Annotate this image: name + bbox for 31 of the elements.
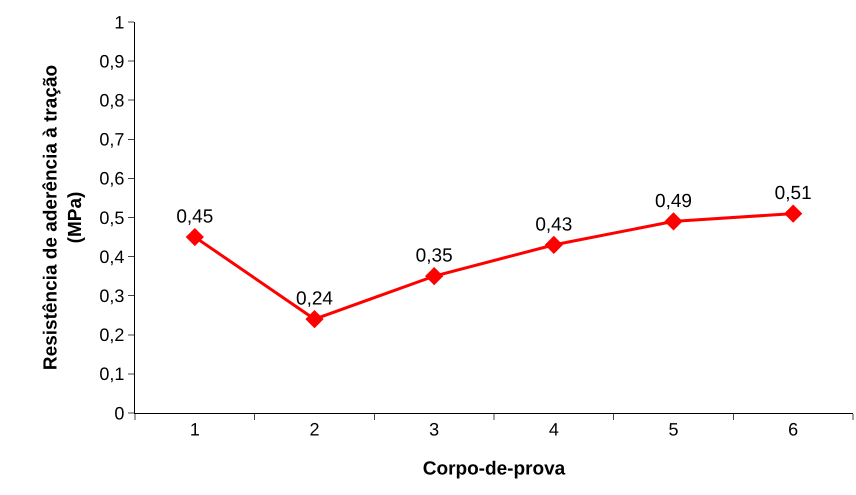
point bbox=[544, 236, 563, 254]
point bbox=[664, 212, 683, 231]
data-label: 0,24 bbox=[296, 288, 334, 310]
x-tick-label: 2 bbox=[309, 420, 320, 440]
point bbox=[425, 267, 444, 286]
x-tick-label: 4 bbox=[548, 420, 559, 440]
data-label: 0,43 bbox=[535, 214, 572, 236]
y-tick-label: 0 bbox=[114, 403, 124, 424]
y-tick-label: 0,7 bbox=[99, 130, 124, 150]
x-axis-title: Corpo-de-prova bbox=[422, 458, 566, 480]
data-label: 0,49 bbox=[655, 190, 692, 212]
y-tick-label: 0,6 bbox=[99, 168, 124, 189]
data-label: 0,51 bbox=[774, 183, 812, 204]
data-label: 0,45 bbox=[176, 206, 214, 228]
y-tick-label: 1 bbox=[114, 12, 124, 32]
point bbox=[784, 204, 802, 223]
y-tick-label: 0,1 bbox=[99, 364, 124, 384]
y-tick-label: 0,2 bbox=[99, 325, 124, 346]
y-tick-label: 0,5 bbox=[99, 208, 124, 228]
point bbox=[186, 228, 204, 246]
x-tick-label: 5 bbox=[668, 420, 679, 440]
data-label: 0,35 bbox=[416, 246, 453, 267]
y-tick-label: 0,9 bbox=[99, 51, 124, 72]
point bbox=[305, 310, 324, 328]
x-tick-label: 1 bbox=[190, 420, 200, 440]
y-tick-label: 0,3 bbox=[99, 286, 124, 306]
y-tick-label: 0,4 bbox=[99, 246, 124, 267]
y-tick-label: 0,8 bbox=[99, 90, 124, 110]
x-tick-label: 6 bbox=[788, 420, 798, 440]
x-tick-label: 3 bbox=[429, 420, 440, 440]
y-axis-title: Resistência de aderência à tração (MPa) bbox=[40, 64, 86, 370]
